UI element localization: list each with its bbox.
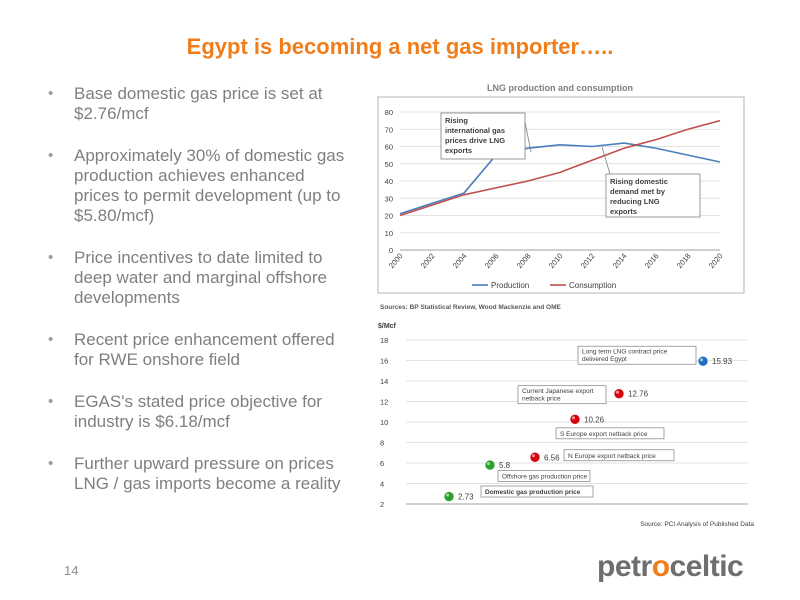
annotation-arrow: [524, 121, 532, 153]
y-tick-label: 10: [385, 229, 393, 238]
y-tick-label: 6: [380, 459, 384, 468]
annotation-box: [605, 173, 701, 218]
y-tick-label: 70: [385, 125, 393, 134]
price-label-box: [480, 485, 594, 498]
price-point-highlight: [486, 461, 491, 466]
price-label: Current Japanese export: [522, 388, 594, 395]
bullet-item: Base domestic gas price is set at $2.76/…: [48, 84, 348, 124]
bullet-list: Base domestic gas price is set at $2.76/…: [48, 84, 348, 516]
bullet-item: Approximately 30% of domestic gas produc…: [48, 146, 348, 226]
y-tick-label: 30: [385, 194, 393, 203]
price-label: N Europe export netback price: [568, 453, 656, 460]
price-label: S Europe export netback price: [560, 431, 648, 438]
y-axis-label: $/Mcf: [378, 323, 397, 330]
page-number: 14: [64, 563, 79, 578]
series-line-production: [399, 142, 721, 215]
legend-label-consumption: Consumption: [569, 281, 616, 290]
chart-series: [399, 119, 721, 217]
y-axis-ticks: 2 4 6 8 10 12 14 16 18: [380, 336, 388, 509]
bullet-item: EGAS's stated price objective for indust…: [48, 392, 348, 432]
y-tick-label: 14: [380, 377, 388, 386]
slide-title: Egypt is becoming a net gas importer…..: [186, 34, 614, 59]
annotation-box: [440, 112, 526, 160]
price-label-box: [555, 427, 665, 440]
price-point-highlight: [531, 454, 536, 458]
price-point-highlight: [571, 416, 576, 420]
price-point: [697, 355, 709, 367]
petroceltic-logo: petroceltic: [597, 550, 744, 583]
price-point-highlight: [699, 358, 704, 362]
y-tick-label: 0: [389, 246, 393, 255]
price-label: Offshore gas production price: [502, 474, 588, 481]
price-value-label: 10.26: [584, 415, 605, 424]
annotation-text: Rising international gas prices drive LN…: [445, 116, 507, 155]
price-label: Long term LNG contract price: [582, 349, 668, 356]
y-tick-label: 18: [380, 336, 388, 345]
price-value-label: 12.76: [628, 390, 649, 399]
price-point: [569, 414, 581, 425]
price-point-highlight: [615, 390, 620, 394]
price-point: [613, 388, 625, 400]
chart-gridlines: [400, 111, 720, 251]
y-tick-label: 8: [380, 439, 384, 448]
price-label: delivered Egypt: [582, 356, 627, 363]
lng-line-chart: LNG production and consumption 0 10 20 30 40…: [377, 83, 745, 311]
price-point: [529, 451, 541, 463]
chart-source: Sources: BP Statistical Review, Wood Mac…: [380, 304, 562, 311]
price-label: netback price: [522, 396, 561, 403]
y-tick-label: 2: [380, 500, 384, 509]
price-comparison-chart: $/Mcf 2 4 6 8 10 12 14 16 18 Long term LNG contr…: [378, 323, 754, 528]
annotation-arrow: [601, 146, 611, 175]
price-label-box: [497, 470, 591, 482]
y-tick-label: 40: [385, 177, 393, 186]
price-value-label: 5.8: [499, 461, 511, 470]
bullet-item: Price incentives to date limited to deep…: [48, 248, 348, 308]
price-label-box: [577, 345, 697, 365]
price-value-label: 2.73: [458, 493, 474, 502]
price-point: [484, 459, 496, 471]
bullet-item: Further upward pressure on prices LNG / …: [48, 454, 348, 494]
y-tick-label: 4: [380, 480, 384, 489]
price-point: [443, 491, 455, 502]
y-tick-label: 10: [380, 418, 388, 427]
y-tick-label: 12: [380, 398, 388, 407]
y-tick-label: 80: [385, 108, 393, 117]
legend-label-production: Production: [491, 281, 529, 290]
price-value-label: 6.56: [544, 453, 560, 462]
y-axis-ticks: 0 10 20 30 40 50 60 70 80: [385, 108, 393, 255]
chart-title: LNG production and consumption: [487, 83, 633, 93]
price-label-box: [563, 449, 675, 462]
series-line-consumption: [399, 119, 721, 217]
y-tick-label: 16: [380, 357, 388, 366]
annotation-text: Rising domestic demand met by reducing L…: [610, 177, 670, 216]
price-point-highlight: [445, 493, 450, 497]
y-tick-label: 50: [385, 160, 393, 169]
price-label: Domestic gas production price: [485, 489, 581, 496]
y-tick-label: 20: [385, 212, 393, 221]
price-label-box: [517, 385, 607, 405]
price-value-label: 15.93: [712, 357, 733, 366]
bullet-item: Recent price enhancement offered for RWE…: [48, 330, 348, 370]
chart-source: Source: PCI Analysis of Published Data: [640, 521, 754, 528]
y-tick-label: 60: [385, 143, 393, 152]
